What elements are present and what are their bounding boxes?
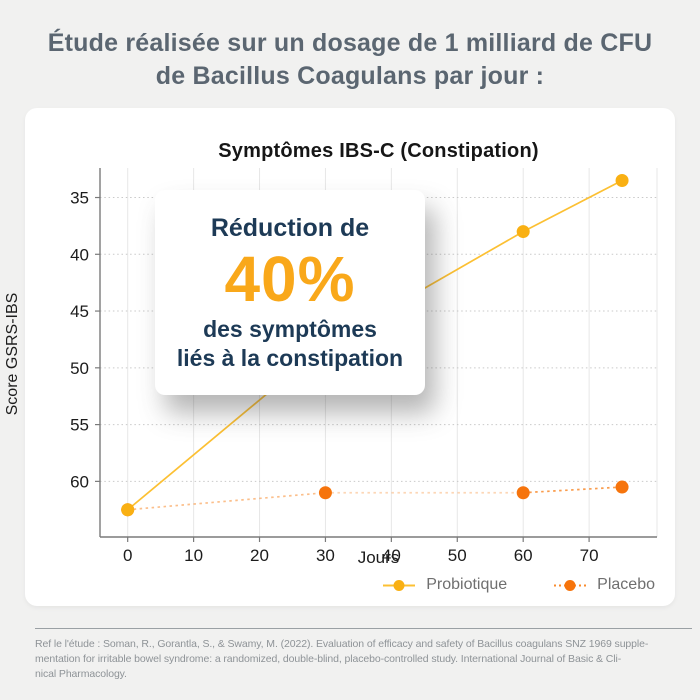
chart-legend: Probiotique Placebo — [0, 576, 655, 594]
data-point-placebo-day30 — [318, 486, 332, 500]
x-tick-label: 30 — [316, 546, 335, 565]
y-tick-label: 60 — [70, 472, 89, 491]
x-tick-label: 40 — [382, 546, 401, 565]
x-tick-label: 20 — [250, 546, 269, 565]
callout-value: 40% — [224, 242, 356, 315]
x-tick-label: 50 — [448, 546, 467, 565]
data-point-placebo-day60 — [516, 486, 530, 500]
x-tick-label: 0 — [123, 546, 132, 565]
data-point-placebo-day75 — [615, 480, 629, 494]
legend-item-placebo: Placebo — [553, 576, 655, 594]
reduction-callout: Réduction de 40% des symptômes liés à la… — [155, 190, 425, 395]
callout-prefix: Réduction de — [210, 213, 370, 242]
reference-line2: mentation for irritable bowel syndrome: … — [35, 653, 622, 665]
page-title: Étude réalisée sur un dosage de 1 millia… — [0, 27, 700, 93]
page-title-line1: Étude réalisée sur un dosage de 1 millia… — [47, 29, 653, 57]
reference-line3: nical Pharmacology. — [35, 668, 127, 680]
legend-marker-probiotique — [383, 579, 416, 591]
data-point-probiotique-day75 — [615, 173, 629, 187]
y-axis-label: Score GSRS-IBS — [4, 292, 21, 416]
callout-suffix-line2: liés à la constipation — [176, 344, 404, 371]
x-axis-label: Jours — [357, 548, 400, 567]
x-tick-label: 60 — [514, 546, 533, 565]
chart-title: Symptômes IBS-C (Constipation) — [218, 140, 539, 162]
legend-item-probiotique: Probiotique — [382, 576, 507, 594]
series-line-probiotique — [522, 179, 623, 233]
page-title-line2: de Bacillus Coagulans par jour : — [155, 62, 545, 90]
callout-suffix-line1: des symptômes — [203, 315, 377, 342]
legend-label: Probiotique — [426, 576, 508, 593]
data-point-probiotique-day0 — [121, 503, 135, 517]
x-tick-label: 10 — [184, 546, 203, 565]
legend-marker-placebo — [554, 579, 587, 591]
footer-divider — [35, 628, 692, 629]
y-tick-label: 55 — [70, 416, 89, 435]
series-line-placebo — [127, 491, 326, 511]
reference-line1: Ref le l'étude : Soman, R., Gorantla, S.… — [35, 638, 649, 650]
data-point-probiotique-day60 — [516, 225, 530, 239]
x-tick-label: 70 — [580, 546, 599, 565]
series-line-placebo — [523, 486, 623, 494]
y-tick-label: 45 — [70, 302, 89, 321]
y-tick-label: 50 — [70, 359, 89, 378]
y-tick-label: 40 — [70, 245, 89, 264]
y-tick-label: 35 — [70, 189, 89, 208]
reference-text: Ref le l'étude : Soman, R., Gorantla, S.… — [35, 637, 690, 682]
legend-label: Placebo — [597, 576, 655, 593]
